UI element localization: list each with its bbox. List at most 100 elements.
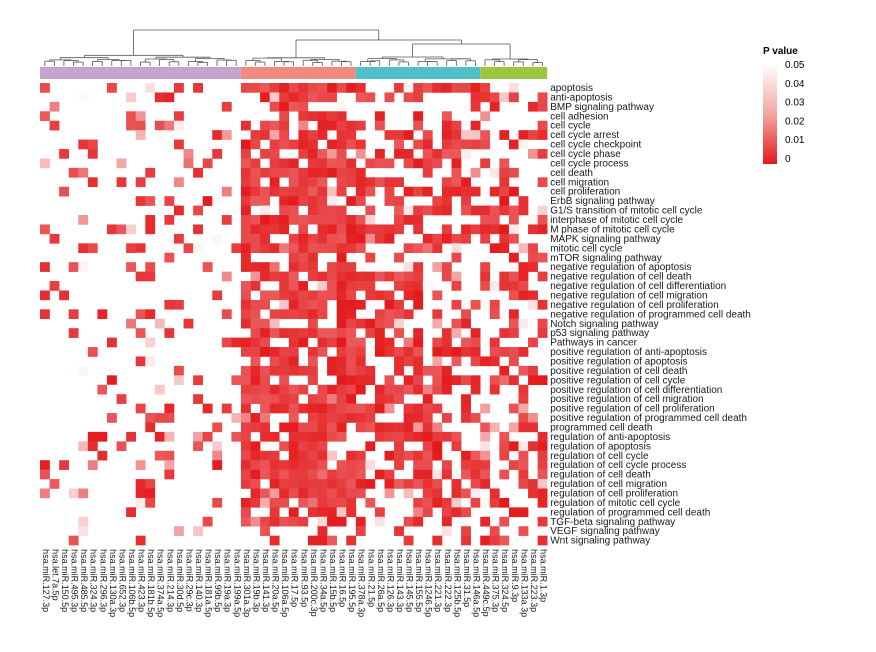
- column-label: hsa.miR.449c.5p: [481, 549, 491, 617]
- heatmap-cell: [518, 196, 529, 206]
- heatmap-cell: [422, 130, 433, 140]
- heatmap-cell: [518, 130, 529, 140]
- heatmap-cell: [470, 356, 481, 367]
- heatmap-cell: [126, 224, 136, 235]
- heatmap-cell: [384, 290, 395, 301]
- heatmap-cell: [365, 328, 376, 338]
- heatmap-cell: [384, 299, 395, 310]
- column-label: hsa.miR.141.3p: [261, 549, 271, 612]
- heatmap-cell: [327, 83, 337, 93]
- heatmap-cell: [173, 205, 184, 216]
- heatmap-cell: [288, 252, 299, 263]
- heatmap-cell: [116, 394, 127, 404]
- heatmap-cell: [480, 83, 491, 93]
- column-label: hsa.miR.223.3p: [529, 549, 539, 612]
- heatmap-cell: [317, 507, 328, 518]
- heatmap-cell: [279, 403, 290, 414]
- heatmap-cell: [145, 167, 156, 178]
- heatmap-cell: [355, 299, 366, 310]
- heatmap-cell: [317, 460, 328, 470]
- heatmap-cell: [317, 215, 328, 225]
- column-label: hsa.miR.181b.5p: [146, 549, 156, 617]
- heatmap-cell: [183, 158, 194, 169]
- heatmap-cell: [470, 120, 481, 131]
- heatmap-cell: [403, 356, 414, 367]
- heatmap-cell: [212, 233, 223, 244]
- heatmap-cell: [173, 139, 184, 150]
- heatmap-cell: [508, 403, 519, 414]
- heatmap-cell: [346, 413, 357, 423]
- heatmap-cell: [441, 111, 452, 122]
- heatmap-cell: [240, 413, 251, 423]
- heatmap-cell: [145, 356, 156, 367]
- heatmap-cell: [432, 469, 443, 480]
- heatmap-cell: [193, 243, 203, 254]
- heatmap-cell: [250, 375, 261, 386]
- heatmap-cell: [288, 196, 299, 206]
- heatmap-cell: [413, 328, 424, 338]
- heatmap-cell: [432, 158, 443, 169]
- heatmap-cell: [298, 422, 309, 433]
- heatmap-cell: [288, 233, 299, 244]
- heatmap-cell: [307, 149, 318, 159]
- heatmap-cell: [355, 177, 366, 188]
- heatmap-cell: [288, 403, 299, 414]
- heatmap-cell: [240, 497, 251, 508]
- heatmap-cell: [518, 403, 529, 414]
- heatmap-cell: [298, 281, 309, 291]
- heatmap-cell: [374, 318, 385, 329]
- heatmap-cell: [307, 167, 318, 178]
- heatmap-cell: [384, 224, 395, 235]
- row-label: BMP signaling pathway: [550, 102, 654, 113]
- column-label: hsa.miR.181a.5p: [204, 549, 214, 617]
- heatmap-cell: [116, 224, 127, 235]
- column-label: hsa.miR.296.3p: [98, 549, 108, 612]
- heatmap-cell: [346, 535, 357, 546]
- heatmap-cell: [307, 347, 318, 357]
- heatmap-cell: [413, 460, 424, 470]
- heatmap-cell: [193, 526, 203, 536]
- heatmap-cell: [250, 309, 261, 320]
- heatmap-cell: [499, 469, 510, 480]
- heatmap-cell: [355, 92, 366, 103]
- heatmap-cell: [260, 186, 270, 197]
- heatmap-cell: [317, 526, 328, 536]
- heatmap-cell: [489, 299, 500, 310]
- heatmap-cell: [461, 347, 471, 357]
- heatmap-cell: [489, 488, 500, 499]
- heatmap-cell: [518, 469, 529, 480]
- heatmap-cell: [327, 507, 337, 518]
- heatmap-cell: [154, 450, 165, 461]
- row-label: negative regulation of cell proliferatio…: [550, 300, 718, 311]
- heatmap-cell: [461, 224, 471, 235]
- heatmap-cell: [336, 337, 347, 348]
- heatmap-cell: [528, 149, 538, 159]
- heatmap-cell: [355, 186, 366, 197]
- heatmap-cell: [499, 224, 510, 235]
- heatmap-cell: [403, 450, 414, 461]
- heatmap-cell: [240, 139, 251, 150]
- heatmap-cell: [441, 460, 452, 470]
- heatmap-cell: [346, 177, 357, 188]
- heatmap-cell: [307, 460, 318, 470]
- heatmap-cell: [346, 167, 357, 178]
- legend-tick-label: 0: [785, 154, 791, 165]
- heatmap-cell: [135, 460, 146, 470]
- heatmap-cell: [279, 460, 290, 470]
- heatmap-cell: [461, 318, 471, 329]
- heatmap-cell: [260, 403, 270, 414]
- heatmap-cell: [470, 337, 481, 348]
- heatmap-cell: [269, 243, 280, 254]
- heatmap-cell: [441, 375, 452, 386]
- heatmap-cell: [461, 130, 471, 140]
- heatmap-cell: [374, 271, 385, 282]
- heatmap-cell: [298, 309, 309, 320]
- heatmap-cell: [193, 167, 203, 178]
- heatmap-cell: [279, 243, 290, 254]
- heatmap-cell: [317, 347, 328, 357]
- heatmap-cell: [346, 488, 357, 499]
- heatmap-cell: [240, 149, 251, 159]
- heatmap-cell: [355, 450, 366, 461]
- heatmap-cell: [78, 526, 89, 536]
- heatmap-cell: [499, 516, 510, 527]
